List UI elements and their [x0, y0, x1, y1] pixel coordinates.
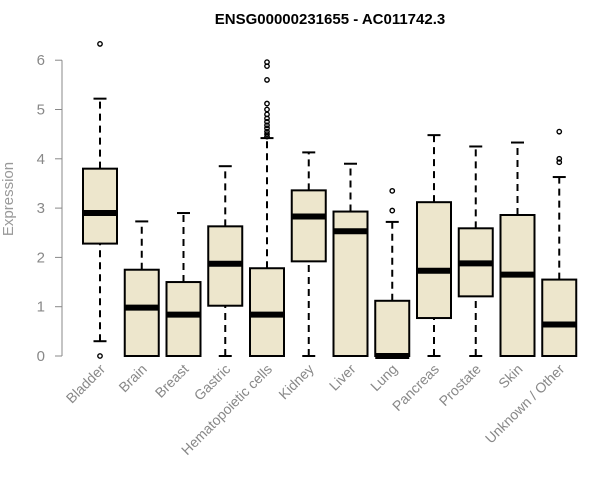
outlier-point [264, 118, 270, 125]
y-tick-label: 4 [37, 151, 45, 168]
y-tick-label: 2 [37, 249, 45, 266]
box-breast [165, 212, 202, 357]
outlier-point [389, 187, 396, 194]
box-brain [123, 220, 160, 358]
iqr-box [499, 214, 536, 357]
y-tick-label: 3 [37, 200, 45, 217]
iqr-box [541, 278, 578, 357]
box-liver [332, 162, 369, 357]
y-tick-label: 0 [37, 348, 45, 365]
box-hematopoietic-cells [249, 59, 285, 357]
x-tick-label: Skin [495, 361, 526, 392]
iqr-box [165, 281, 202, 357]
outlier-point [556, 128, 563, 135]
outlier-point [264, 100, 270, 107]
x-tick-label: Breast [152, 361, 192, 401]
y-tick-label: 5 [37, 102, 45, 119]
iqr-box [82, 167, 118, 245]
outlier-point [264, 106, 270, 113]
iqr-box [332, 210, 369, 357]
outlier-point [97, 353, 103, 359]
x-tick-label: Prostate [436, 361, 484, 409]
box-gastric [207, 165, 244, 357]
outlier-point [264, 125, 270, 132]
box-bladder [82, 41, 118, 359]
outlier-point [556, 155, 563, 162]
chart-title: ENSG00000231655 - AC011742.3 [215, 11, 445, 28]
y-tick-label: 6 [37, 52, 45, 69]
outlier-point [264, 131, 270, 138]
outlier-point [97, 41, 103, 47]
outlier-point [264, 128, 270, 135]
y-tick-label: 1 [37, 299, 45, 316]
outlier-point [264, 77, 270, 83]
x-tick-label: Kidney [275, 361, 317, 403]
boxes-group [82, 41, 578, 359]
outlier-point [264, 59, 270, 66]
x-tick-label: Brain [115, 361, 149, 395]
y-axis: 0 1 2 3 4 5 6 [37, 52, 63, 365]
box-lung [374, 187, 411, 359]
x-tick-label: Unknown / Other [482, 361, 568, 447]
outlier-point [264, 122, 270, 129]
x-tick-label: Liver [326, 361, 359, 394]
box-pancreas [416, 134, 452, 357]
x-tick-label: Bladder [63, 361, 109, 407]
outlier-point [389, 207, 396, 214]
box-prostate [457, 145, 494, 357]
y-axis-label: Expression [0, 162, 17, 236]
iqr-box [416, 201, 452, 320]
outlier-point [556, 159, 563, 166]
iqr-box [123, 268, 160, 358]
box-skin [499, 141, 536, 357]
outlier-point [264, 111, 270, 118]
x-tick-label: Lung [367, 361, 400, 394]
box-unknown-other [541, 128, 578, 357]
box-kidney [290, 151, 327, 357]
iqr-box [374, 299, 411, 357]
iqr-box [290, 189, 327, 263]
